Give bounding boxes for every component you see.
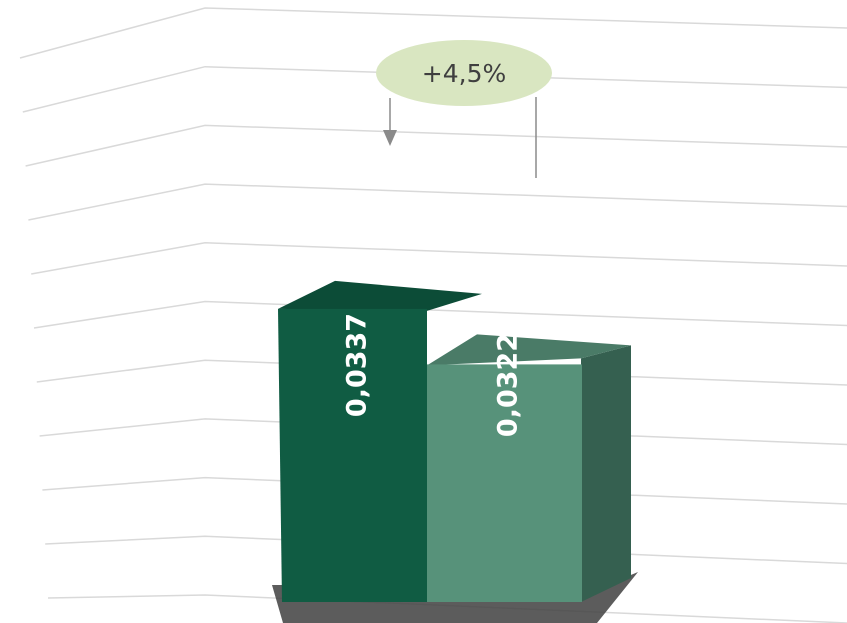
gridlines <box>19 7 847 623</box>
gridline <box>28 183 847 221</box>
gridline <box>47 594 847 623</box>
bars <box>272 280 638 623</box>
gridline <box>45 535 847 565</box>
bar-1-front <box>285 308 427 602</box>
gridline <box>33 300 847 329</box>
gridline <box>22 65 847 113</box>
gridline <box>39 418 847 446</box>
gridline <box>36 359 847 386</box>
bar-2-front <box>427 364 582 602</box>
bar-2-top <box>427 334 631 366</box>
data-labels: 0,0337 0,0322 <box>342 313 524 437</box>
gridline <box>31 242 847 275</box>
gridline <box>19 7 847 59</box>
gridline <box>25 124 847 167</box>
bar-2-side <box>581 345 631 602</box>
bar-1-edge <box>278 308 285 602</box>
data-label-bar-2: 0,0322 <box>493 333 524 437</box>
callout-bubble <box>376 40 552 106</box>
difference-callout: +4,5% <box>376 40 552 178</box>
callout-arrowhead <box>383 130 397 146</box>
data-label-bar-1: 0,0337 <box>342 313 373 417</box>
callout-text: +4,5% <box>422 59 506 88</box>
gridline <box>42 476 847 505</box>
bar-1-top <box>278 280 482 311</box>
